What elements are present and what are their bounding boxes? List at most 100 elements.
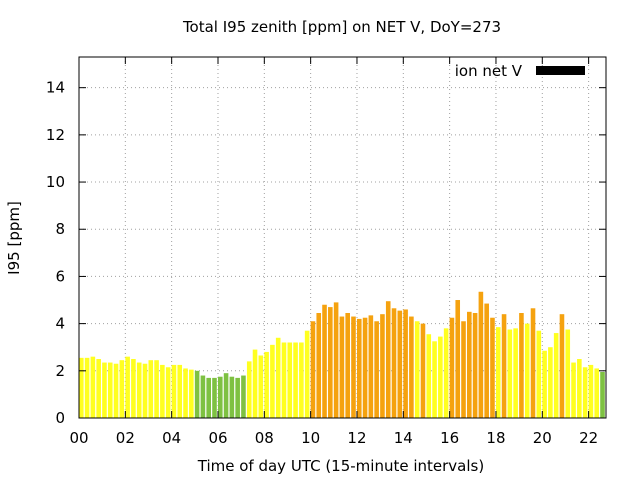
x-tick-label: 02: [116, 429, 135, 447]
bar: [304, 330, 310, 418]
bar: [588, 364, 594, 418]
bar: [102, 362, 107, 418]
bar: [96, 359, 101, 418]
bar: [513, 328, 518, 418]
bar: [495, 327, 501, 418]
bar: [600, 371, 605, 418]
bar: [339, 316, 345, 418]
bar: [189, 369, 194, 418]
bar: [467, 311, 472, 418]
x-tick-label: 22: [579, 429, 598, 447]
bar: [223, 373, 229, 418]
bar: [594, 368, 600, 418]
bar: [391, 308, 397, 418]
legend-swatch: [536, 66, 585, 75]
bar: [160, 364, 165, 418]
bar: [328, 307, 333, 418]
y-tick-label: 14: [46, 79, 65, 97]
bar: [333, 302, 339, 418]
bar: [200, 375, 206, 418]
bar: [449, 317, 455, 418]
bar: [90, 356, 96, 418]
bar: [183, 368, 188, 418]
plot-frame: [78, 56, 607, 419]
bar: [229, 376, 235, 418]
bar: [84, 357, 90, 418]
bar: [461, 321, 466, 418]
bar: [316, 313, 322, 418]
x-axis-label: Time of day UTC (15-minute intervals): [197, 457, 484, 475]
bar: [258, 355, 264, 418]
x-tick-label: 14: [394, 429, 413, 447]
bar: [438, 336, 443, 418]
bar: [455, 300, 461, 418]
y-tick-label: 12: [46, 126, 65, 144]
bar: [131, 359, 136, 418]
bar: [380, 314, 385, 418]
bar: [264, 351, 269, 418]
bar: [241, 375, 246, 418]
y-tick-label: 8: [55, 220, 65, 238]
bar: [165, 367, 171, 418]
bar: [281, 342, 287, 418]
bar: [107, 362, 113, 418]
bar: [270, 344, 275, 418]
x-tick-label: 04: [162, 429, 181, 447]
bar: [217, 376, 223, 418]
bar: [148, 360, 154, 418]
bar: [79, 357, 84, 418]
legend: ion net V: [455, 62, 585, 80]
bar: [142, 363, 148, 418]
bar: [548, 347, 553, 418]
bar: [345, 313, 350, 418]
y-tick-label: 0: [55, 409, 65, 427]
legend-label: ion net V: [455, 62, 523, 80]
bar: [426, 334, 432, 418]
x-tick-label: 18: [486, 429, 505, 447]
bar: [374, 321, 379, 418]
bar: [571, 362, 576, 418]
bar: [507, 329, 513, 418]
bar: [519, 313, 524, 418]
bar: [119, 360, 125, 418]
bar: [125, 356, 130, 418]
bar: [536, 330, 542, 418]
bar: [432, 341, 437, 418]
bar: [582, 367, 588, 418]
bar: [246, 361, 252, 418]
bar: [565, 329, 571, 418]
x-tick-label: 10: [301, 429, 320, 447]
bar: [472, 313, 478, 418]
bar: [171, 364, 177, 418]
x-tick-label: 06: [208, 429, 227, 447]
bar: [293, 342, 298, 418]
x-tick-label: 12: [347, 429, 366, 447]
bar: [542, 350, 547, 418]
bar: [275, 337, 281, 418]
bar: [351, 316, 356, 418]
bar: [501, 314, 507, 418]
bar: [443, 328, 449, 418]
y-tick-label: 2: [55, 362, 65, 380]
chart-title: Total I95 zenith [ppm] on NET V, DoY=273: [182, 18, 501, 36]
bar: [136, 362, 142, 418]
bar: [484, 303, 489, 418]
bar: [154, 360, 159, 418]
x-tick-label: 16: [440, 429, 459, 447]
bar: [403, 309, 408, 418]
bar: [362, 317, 368, 418]
bar: [212, 377, 217, 418]
bar: [194, 370, 200, 418]
bar: [553, 333, 559, 418]
bar: [368, 315, 374, 418]
bar: [310, 321, 316, 418]
bar: [559, 314, 565, 418]
y-tick-label: 6: [55, 267, 65, 285]
x-tick-label: 08: [255, 429, 274, 447]
bar: [252, 349, 258, 418]
y-tick-label: 10: [46, 173, 65, 191]
x-tick-label: 20: [533, 429, 552, 447]
bar: [409, 316, 414, 418]
